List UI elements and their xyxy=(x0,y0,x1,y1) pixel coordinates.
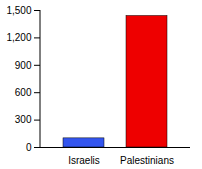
svg-text:0: 0 xyxy=(26,142,32,153)
svg-text:600: 600 xyxy=(15,87,32,98)
svg-text:1,200: 1,200 xyxy=(6,32,31,43)
svg-text:1,500: 1,500 xyxy=(6,5,31,16)
svg-text:Palestinians: Palestinians xyxy=(120,155,174,166)
svg-text:Israelis: Israelis xyxy=(68,155,100,166)
svg-text:300: 300 xyxy=(15,114,32,125)
svg-text:900: 900 xyxy=(15,60,32,71)
